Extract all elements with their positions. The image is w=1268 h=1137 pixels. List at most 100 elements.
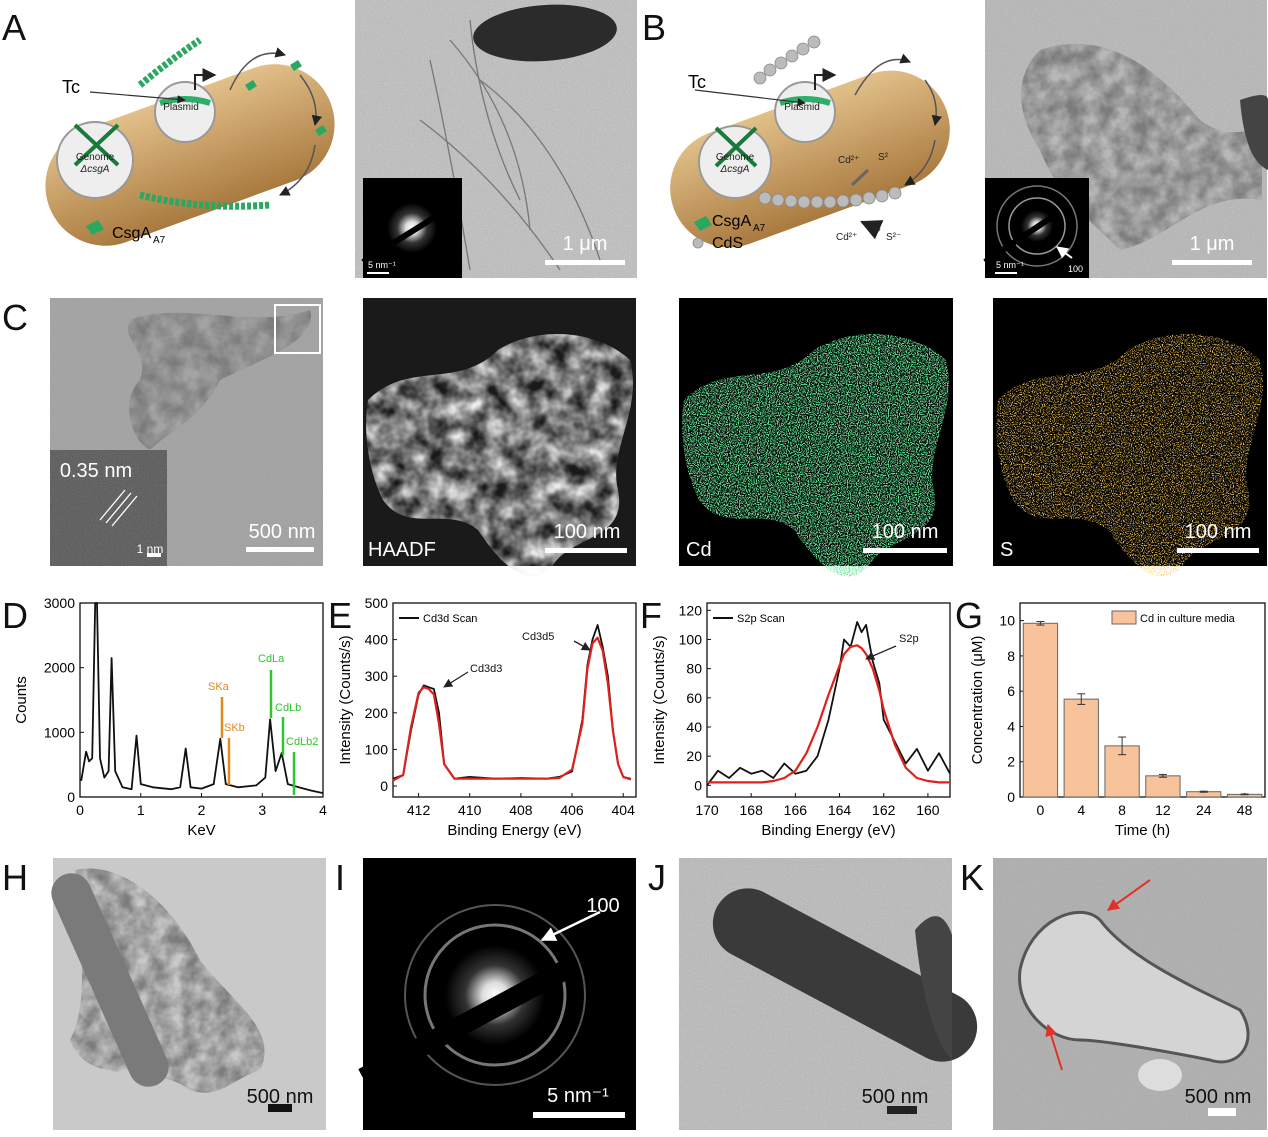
x-tick-label: 412 bbox=[407, 802, 431, 818]
y-tick-label: 4 bbox=[1007, 718, 1015, 734]
plot-frame bbox=[392, 602, 637, 798]
scale-label: 1 μm bbox=[1190, 233, 1235, 255]
y-tick-label: 60 bbox=[686, 690, 702, 706]
error-bar bbox=[1199, 790, 1208, 793]
panel-label: I bbox=[335, 857, 345, 898]
x-tick-label: 406 bbox=[560, 802, 584, 818]
y-tick-label: 2 bbox=[1007, 754, 1015, 770]
x-axis-title: Binding Energy (eV) bbox=[761, 822, 895, 839]
x-tick-label: 3 bbox=[258, 802, 266, 818]
scale-label: 100 nm bbox=[554, 521, 621, 543]
label: CdS bbox=[712, 235, 743, 252]
x-axis-title: KeV bbox=[187, 822, 215, 839]
map-label: Cd bbox=[686, 539, 712, 561]
error-bar bbox=[1240, 793, 1249, 796]
x-tick-label: 2 bbox=[198, 802, 206, 818]
scale-label: 500 nm bbox=[862, 1086, 929, 1108]
data-line bbox=[80, 602, 324, 794]
tem-image bbox=[983, 0, 1268, 278]
label: Genome bbox=[716, 152, 755, 163]
map-label: S bbox=[1000, 539, 1013, 561]
panel-labels: A B C D E F G H I J K bbox=[2, 7, 984, 898]
y-tick-label: 0 bbox=[67, 789, 75, 805]
tem-image bbox=[50, 298, 323, 566]
x-tick-label: 166 bbox=[784, 802, 808, 818]
plot-frame bbox=[79, 602, 324, 798]
y-tick-label: 400 bbox=[365, 632, 389, 648]
y-tick-label: 8 bbox=[1007, 648, 1015, 664]
x-tick-label: 162 bbox=[872, 802, 896, 818]
label: S² bbox=[878, 152, 889, 163]
panel-label: K bbox=[960, 857, 984, 898]
plot-frame bbox=[1019, 602, 1266, 798]
y-tick-label: 120 bbox=[679, 602, 703, 618]
annotation: CdLb2 bbox=[286, 736, 318, 748]
scale-label: 500 nm bbox=[1185, 1086, 1252, 1108]
annotation-arrow bbox=[443, 671, 469, 688]
haadf-image bbox=[363, 298, 636, 577]
y-tick-label: 100 bbox=[365, 741, 389, 757]
label: 100 bbox=[586, 895, 619, 917]
tem-image bbox=[679, 858, 978, 1130]
legend-label: Cd3d Scan bbox=[423, 613, 477, 625]
panel-label: C bbox=[2, 297, 28, 338]
label: CsgA bbox=[112, 225, 151, 242]
y-tick-label: 500 bbox=[365, 595, 389, 611]
y-tick-label: 3000 bbox=[44, 595, 75, 611]
y-tick-label: 10 bbox=[999, 613, 1015, 629]
y-tick-label: 200 bbox=[365, 705, 389, 721]
schematic-b bbox=[670, 35, 950, 249]
data-line bbox=[707, 644, 950, 784]
y-axis-title: Concentration (μM) bbox=[969, 636, 986, 765]
x-tick-label: 164 bbox=[828, 802, 852, 818]
y-tick-label: 20 bbox=[686, 748, 702, 764]
y-tick-label: 1000 bbox=[44, 724, 75, 740]
label: S²⁻ bbox=[886, 232, 901, 243]
label: Cd²⁺ bbox=[838, 155, 859, 166]
annotation: CdLa bbox=[258, 653, 285, 665]
label: A7 bbox=[753, 223, 766, 234]
x-tick-label: 408 bbox=[509, 802, 533, 818]
bar bbox=[1022, 622, 1059, 798]
y-axis-title: Counts bbox=[13, 676, 30, 724]
y-tick-label: 100 bbox=[679, 631, 703, 647]
annotation: Cd3d5 bbox=[522, 631, 554, 643]
x-tick-label: 12 bbox=[1155, 802, 1171, 818]
label: Cd²⁺ bbox=[836, 232, 857, 243]
bar bbox=[1145, 775, 1181, 798]
scale-label: 500 nm bbox=[247, 1086, 314, 1108]
y-tick-label: 0 bbox=[1007, 789, 1015, 805]
y-tick-label: 80 bbox=[686, 661, 702, 677]
x-tick-label: 170 bbox=[695, 802, 719, 818]
label: 100 bbox=[1068, 264, 1083, 274]
x-tick-label: 24 bbox=[1196, 802, 1212, 818]
label: Tc bbox=[688, 72, 706, 92]
label: Tc bbox=[62, 77, 80, 97]
panel-label: B bbox=[642, 7, 666, 48]
x-tick-label: 48 bbox=[1237, 802, 1253, 818]
scale-label: 1 μm bbox=[563, 233, 608, 255]
label: Genome bbox=[76, 152, 115, 163]
bar bbox=[1063, 698, 1099, 798]
scale-label: 5 nm⁻¹ bbox=[368, 260, 396, 270]
error-bar bbox=[1077, 693, 1086, 705]
data-line bbox=[706, 621, 951, 786]
y-tick-label: 0 bbox=[694, 777, 702, 793]
scale-label: 0.35 nm bbox=[60, 460, 132, 482]
panel-label: F bbox=[640, 595, 662, 636]
scale-label: 100 nm bbox=[872, 521, 939, 543]
scale-label: 100 nm bbox=[1185, 521, 1252, 543]
y-axis-title: Intensity (Counts/s) bbox=[337, 635, 354, 764]
error-bar bbox=[1158, 773, 1167, 778]
x-tick-label: 404 bbox=[612, 802, 636, 818]
label: ΔcsgA bbox=[720, 164, 750, 175]
panel-label: G bbox=[955, 595, 983, 636]
y-tick-label: 6 bbox=[1007, 683, 1015, 699]
label: CsgA bbox=[712, 213, 751, 230]
legend-label: Cd in culture media bbox=[1140, 613, 1236, 625]
scale-label: 5 nm⁻¹ bbox=[996, 260, 1024, 270]
scale-label: 5 nm⁻¹ bbox=[547, 1085, 609, 1107]
label: ΔcsgA bbox=[80, 164, 110, 175]
x-axis-title: Time (h) bbox=[1115, 822, 1170, 839]
